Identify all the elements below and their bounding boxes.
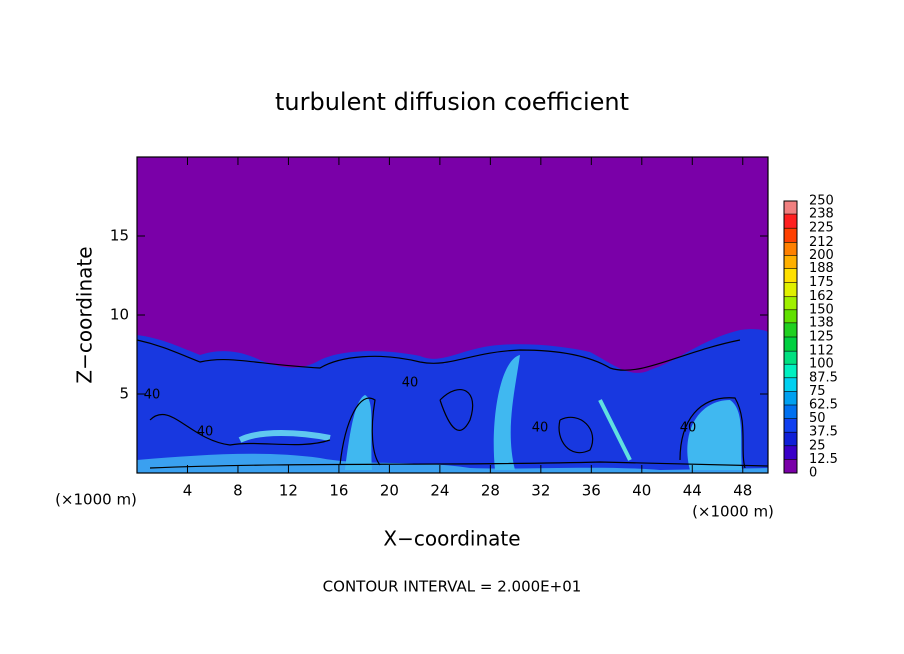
colorbar-segment [784, 201, 797, 215]
x-unit: (×1000 m) [55, 491, 137, 509]
colorbar-label: 238 [809, 207, 834, 222]
field-swirl [598, 399, 632, 461]
colorbar-segment [784, 364, 797, 378]
footer: CONTOUR INTERVAL = 2.000E+01 [323, 578, 582, 596]
x-tick-label: 36 [582, 482, 601, 500]
x-tick-label: 12 [279, 482, 298, 500]
colorbar-label: 37.5 [809, 425, 838, 440]
colorbar-label: 62.5 [809, 398, 838, 413]
colorbar-segment [784, 268, 797, 283]
x-tick-label: 20 [380, 482, 399, 500]
colorbar-segment [784, 296, 797, 310]
x-tick-label: 24 [430, 482, 449, 500]
x-tick-label: 48 [733, 482, 752, 500]
colorbar-label: 100 [809, 357, 834, 372]
x-tick-label: 8 [233, 482, 243, 500]
field-swirl [493, 355, 520, 470]
x-tick-label: 32 [531, 482, 550, 500]
colorbar-segment [784, 242, 797, 256]
colorbar-label: 87.5 [809, 370, 838, 385]
colorbar-label: 175 [809, 275, 834, 290]
field [137, 157, 768, 473]
colorbar-segment [784, 309, 797, 323]
x-unit: (×1000 m) [692, 503, 774, 521]
x-tick-label: 44 [683, 482, 702, 500]
colorbar-segment [784, 337, 797, 352]
colorbar-label: 112 [809, 344, 834, 359]
contour-label: 40 [532, 421, 549, 436]
colorbar-label: 225 [809, 221, 834, 236]
colorbar-label: 188 [809, 261, 834, 276]
y-tick-label: 15 [110, 227, 129, 245]
colorbar-segment [784, 391, 797, 405]
colorbar-label: 150 [809, 302, 834, 317]
chart-title: turbulent diffusion coefficient [275, 88, 629, 116]
colorbar-segment [784, 418, 797, 433]
field-cyan [137, 453, 768, 473]
colorbar-label: 162 [809, 289, 834, 304]
contours [137, 339, 768, 469]
field-blue [137, 329, 768, 473]
contour-label: 40 [402, 376, 419, 391]
colorbar-label: 212 [809, 235, 834, 250]
colorbar-segment [784, 459, 797, 473]
colorbar-segment [784, 351, 797, 365]
colorbar-segment [784, 432, 797, 446]
y-tick-label: 5 [119, 385, 129, 403]
contour-label: 40 [144, 388, 161, 403]
y-tick-label: 10 [110, 306, 129, 324]
colorbar-label: 200 [809, 248, 834, 263]
contour-label: 40 [680, 421, 697, 436]
colorbar-label: 0 [809, 466, 817, 481]
colorbar-label: 138 [809, 315, 834, 330]
colorbar-label: 125 [809, 330, 834, 345]
colorbar-segment [784, 405, 797, 419]
colorbar-label: 25 [809, 438, 826, 453]
y-axis-label: Z−coordinate [73, 246, 97, 383]
colorbar-label: 250 [809, 194, 834, 209]
field-swirl [345, 395, 372, 470]
colorbar-label: 12.5 [809, 452, 838, 467]
field-swirl [238, 430, 331, 443]
colorbar-segment [784, 377, 797, 392]
colorbar-segment [784, 214, 797, 229]
x-tick-label: 4 [183, 482, 193, 500]
colorbar-segment [784, 228, 797, 243]
x-axis-label: X−coordinate [383, 527, 520, 551]
contour-label: 40 [197, 425, 214, 440]
colorbar-segment [784, 322, 797, 337]
colorbar-label: 50 [809, 411, 826, 426]
field-swirl [687, 400, 742, 470]
x-tick-label: 28 [481, 482, 500, 500]
x-tick-label: 40 [632, 482, 651, 500]
colorbar-segment [784, 255, 797, 269]
x-tick-label: 16 [329, 482, 348, 500]
colorbar-segment [784, 282, 797, 297]
colorbar-label: 75 [809, 384, 826, 399]
colorbar-segment [784, 445, 797, 460]
